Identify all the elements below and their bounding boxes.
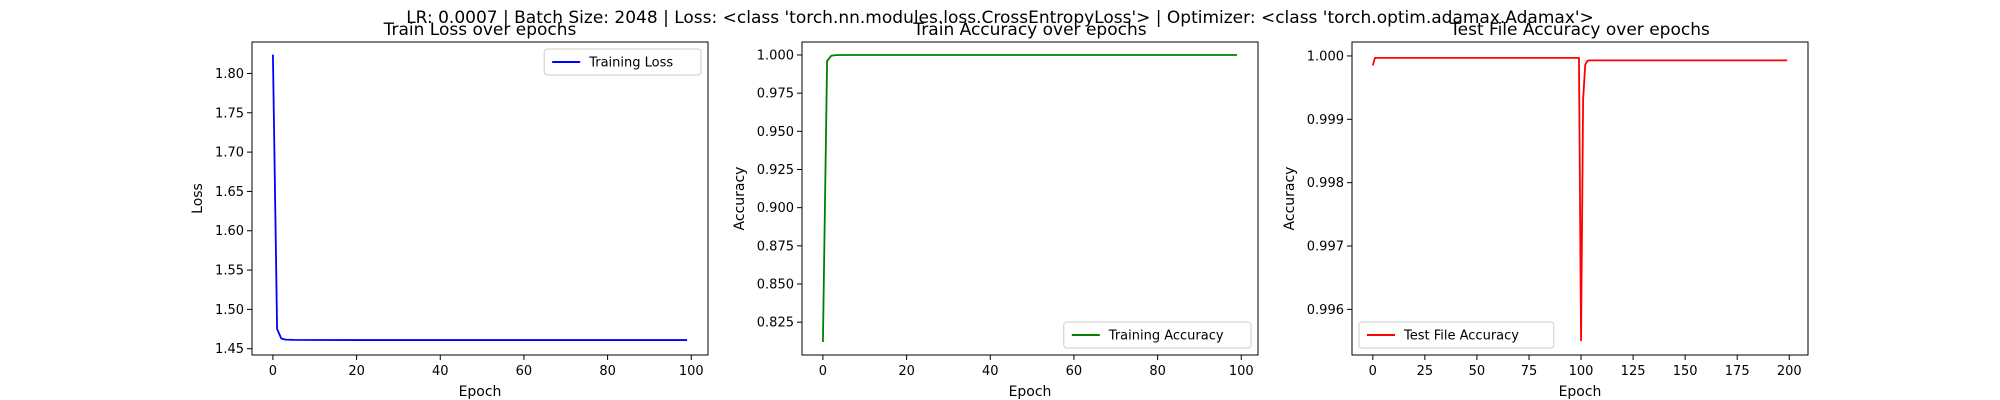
x-tick-label: 60 bbox=[1066, 364, 1083, 379]
chart-title: Train Accuracy over epochs bbox=[912, 20, 1146, 40]
y-tick-label: 1.75 bbox=[215, 106, 244, 121]
y-tick-label: 0.850 bbox=[757, 278, 794, 293]
legend-label: Training Loss bbox=[588, 56, 673, 71]
legend: Training Loss bbox=[543, 48, 702, 76]
x-tick-label: 60 bbox=[516, 364, 533, 379]
x-tick-label: 20 bbox=[348, 364, 365, 379]
y-tick-label: 1.80 bbox=[215, 67, 244, 82]
series-line-1 bbox=[1371, 56, 1788, 342]
y-tick-label: 0.950 bbox=[757, 125, 794, 140]
x-tick-label: 25 bbox=[1417, 364, 1434, 379]
legend-label: Training Accuracy bbox=[1108, 329, 1224, 344]
chart-panels: Train Loss over epochs 0 20 40 60 80 100 1.45 1.… bbox=[190, 20, 1809, 400]
legend-box bbox=[1358, 321, 1555, 349]
y-tick-label: 1.60 bbox=[215, 224, 244, 239]
x-tick-label: 50 bbox=[1469, 364, 1486, 379]
x-tick-label: 0 bbox=[269, 364, 277, 379]
x-tick-label: 40 bbox=[432, 364, 449, 379]
x-tick-label: 100 bbox=[1229, 364, 1254, 379]
x-tick-label: 150 bbox=[1673, 364, 1698, 379]
legend-label: Test File Accuracy bbox=[1403, 329, 1519, 344]
x-tick-label: 40 bbox=[982, 364, 999, 379]
y-tick-label: 1.55 bbox=[215, 264, 244, 279]
series-line-1 bbox=[822, 54, 1238, 343]
y-tick-label: 0.925 bbox=[757, 163, 794, 178]
y-tick-label: 0.999 bbox=[1307, 113, 1344, 128]
chart-title: Test File Accuracy over epochs bbox=[1449, 20, 1710, 40]
legend-box bbox=[543, 48, 702, 76]
y-tick-label: 1.000 bbox=[1307, 49, 1344, 64]
x-axis-label: Epoch bbox=[1009, 384, 1052, 400]
x-tick-label: 175 bbox=[1725, 364, 1750, 379]
x-axis-label: Epoch bbox=[1559, 384, 1602, 400]
x-tick-label: 20 bbox=[898, 364, 915, 379]
x-tick-label: 100 bbox=[679, 364, 704, 379]
x-tick-label: 80 bbox=[599, 364, 616, 379]
chart-panel-3: Test File Accuracy over epochs 0 25 50 75 100… bbox=[1282, 20, 1809, 400]
x-tick-label: 75 bbox=[1521, 364, 1538, 379]
y-tick-label: 0.996 bbox=[1307, 303, 1344, 318]
x-tick-label: 0 bbox=[819, 364, 827, 379]
y-tick-label: 0.998 bbox=[1307, 176, 1344, 191]
y-axis-label: Accuracy bbox=[732, 167, 748, 231]
x-tick-label: 80 bbox=[1149, 364, 1166, 379]
y-tick-label: 0.875 bbox=[757, 239, 794, 254]
x-tick-label: 200 bbox=[1777, 364, 1802, 379]
y-tick-label: 0.997 bbox=[1307, 240, 1344, 255]
x-axis-label: Epoch bbox=[459, 384, 502, 400]
plot-frame bbox=[1351, 41, 1809, 356]
y-tick-label: 1.65 bbox=[215, 185, 244, 200]
y-axis-label: Loss bbox=[190, 183, 206, 214]
legend: Test File Accuracy bbox=[1358, 321, 1555, 349]
y-tick-label: 1.45 bbox=[215, 342, 244, 357]
legend: Training Accuracy bbox=[1063, 321, 1252, 349]
y-tick-label: 1.70 bbox=[215, 146, 244, 161]
x-tick-label: 0 bbox=[1369, 364, 1377, 379]
legend-box bbox=[1063, 321, 1252, 349]
plot-area bbox=[802, 42, 1258, 355]
y-tick-label: 1.50 bbox=[215, 303, 244, 318]
y-tick-label: 0.825 bbox=[757, 316, 794, 331]
chart-panel-1: Train Loss over epochs 0 20 40 60 80 100 1.45 1.… bbox=[190, 20, 709, 400]
chart-title: Train Loss over epochs bbox=[383, 20, 577, 40]
y-axis-label: Accuracy bbox=[1282, 167, 1298, 231]
x-tick-label: 125 bbox=[1621, 364, 1646, 379]
y-tick-label: 1.000 bbox=[757, 48, 794, 63]
series-line-1 bbox=[272, 54, 688, 341]
plot-frame bbox=[801, 41, 1259, 356]
y-tick-label: 0.975 bbox=[757, 87, 794, 102]
y-tick-label: 0.900 bbox=[757, 201, 794, 216]
chart-panel-2: Train Accuracy over epochs 0 20 40 60 80 100 0.… bbox=[732, 20, 1259, 400]
figure-suptitle: LR: 0.0007 | Batch Size: 2048 | Loss: <c… bbox=[406, 8, 1594, 28]
plot-frame bbox=[251, 41, 709, 356]
plot-area bbox=[252, 42, 708, 355]
x-tick-label: 100 bbox=[1569, 364, 1594, 379]
